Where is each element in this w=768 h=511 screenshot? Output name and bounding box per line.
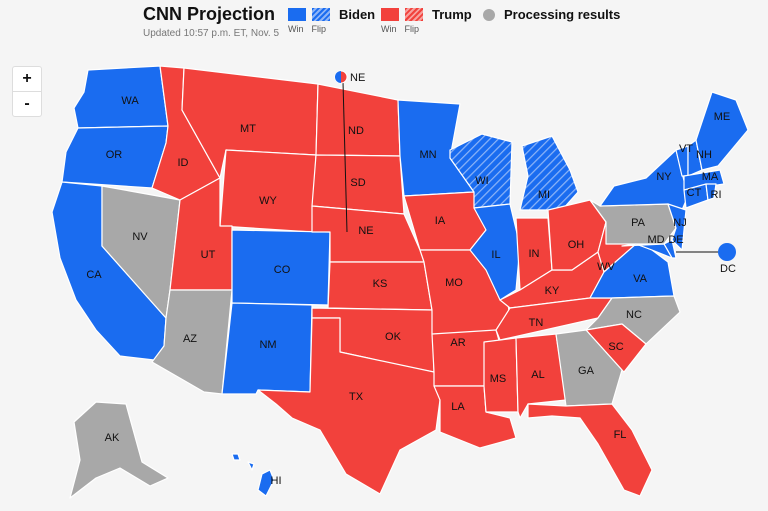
legend-biden-flip: Flip: [311, 24, 327, 34]
state-label-ak: AK: [105, 432, 120, 444]
ne-callout-line: [342, 81, 348, 233]
state-label-ma: MA: [702, 171, 719, 183]
state-label-ct: CT: [687, 187, 702, 199]
state-hi[interactable]: [231, 453, 275, 497]
state-label-md: MD: [647, 234, 664, 246]
state-label-wy: WY: [259, 195, 277, 207]
legend-biden: Biden Win Flip: [288, 7, 375, 34]
zoom-control: + -: [12, 66, 42, 117]
state-label-ia: IA: [435, 215, 446, 227]
zoom-in-button[interactable]: +: [22, 70, 32, 87]
state-ga[interactable]: [555, 329, 623, 407]
zoom-out-button[interactable]: -: [13, 91, 41, 116]
state-label-ks: KS: [373, 278, 388, 290]
biden-flip-swatch: [312, 8, 330, 21]
state-tx[interactable]: [257, 317, 441, 495]
state-ak[interactable]: [69, 401, 169, 499]
state-ny[interactable]: [599, 149, 689, 211]
state-label-wa: WA: [121, 95, 139, 107]
state-label-hi: HI: [271, 475, 282, 487]
state-ri[interactable]: [705, 183, 717, 201]
state-label-nh: NH: [696, 149, 712, 161]
dc-callout-dot: [718, 243, 736, 261]
ne-callout-dot-biden: [335, 71, 341, 83]
state-mi[interactable]: [519, 135, 579, 211]
legend-biden-win: Win: [288, 24, 304, 34]
map-title: CNN Projection: [143, 4, 276, 24]
state-label-sc: SC: [608, 341, 623, 353]
updated-timestamp: Updated 10:57 p.m. ET, Nov. 5: [143, 28, 280, 39]
biden-win-swatch: [288, 8, 306, 21]
state-label-wv: WV: [597, 261, 615, 273]
state-label-wi: WI: [475, 175, 488, 187]
state-az[interactable]: [151, 289, 233, 395]
state-label-tx: TX: [349, 391, 364, 403]
state-label-me: ME: [714, 111, 731, 123]
state-label-nj: NJ: [673, 217, 686, 229]
trump-win-swatch: [381, 8, 399, 21]
legend-processing-label: Processing results: [504, 7, 621, 22]
state-me[interactable]: [695, 91, 749, 171]
state-label-va: VA: [633, 273, 648, 285]
state-label-ca: CA: [86, 269, 102, 281]
legend-trump: Trump Win Flip: [381, 7, 472, 34]
legend-trump-flip: Flip: [404, 24, 420, 34]
state-label-il: IL: [491, 249, 500, 261]
legend-trump-win: Win: [381, 24, 397, 34]
state-label-mn: MN: [419, 149, 436, 161]
state-label-ar: AR: [450, 337, 465, 349]
state-label-ne: NE: [358, 225, 373, 237]
legend-trump-label: Trump: [432, 7, 472, 22]
state-label-tn: TN: [529, 317, 544, 329]
trump-flip-swatch: [405, 8, 423, 21]
state-label-pa: PA: [631, 217, 646, 229]
state-label-ut: UT: [201, 249, 216, 261]
state-label-or: OR: [106, 149, 123, 161]
dc-callout-label: DC: [720, 263, 736, 275]
state-fl[interactable]: [527, 403, 653, 497]
legend-biden-label: Biden: [339, 7, 376, 22]
state-label-mt: MT: [240, 123, 256, 135]
state-label-ky: KY: [545, 285, 560, 297]
state-label-vt: VT: [679, 143, 693, 155]
state-label-az: AZ: [183, 333, 197, 345]
state-ms[interactable]: [483, 337, 519, 413]
state-label-nv: NV: [132, 231, 148, 243]
state-nj[interactable]: [667, 203, 687, 251]
state-label-nd: ND: [348, 125, 364, 137]
state-label-de: DE: [668, 234, 683, 246]
state-wy[interactable]: [219, 149, 317, 233]
state-label-fl: FL: [614, 429, 627, 441]
state-label-nm: NM: [259, 339, 276, 351]
state-label-la: LA: [451, 401, 465, 413]
state-label-ri: RI: [711, 189, 722, 201]
state-label-sd: SD: [350, 177, 365, 189]
state-label-mi: MI: [538, 189, 550, 201]
state-label-id: ID: [178, 157, 189, 169]
state-label-nc: NC: [626, 309, 642, 321]
state-md[interactable]: [621, 243, 673, 259]
legend-processing: Processing results: [483, 7, 620, 22]
state-label-ny: NY: [656, 171, 672, 183]
state-label-ms: MS: [490, 373, 507, 385]
state-label-co: CO: [274, 264, 291, 276]
state-label-mo: MO: [445, 277, 463, 289]
ne-callout-label: NE: [350, 72, 365, 84]
state-label-oh: OH: [568, 239, 585, 251]
state-label-ok: OK: [385, 331, 402, 343]
state-label-in: IN: [529, 248, 540, 260]
state-label-ga: GA: [578, 365, 595, 377]
state-nd[interactable]: [315, 83, 401, 157]
processing-dot-icon: [483, 8, 495, 21]
state-label-al: AL: [531, 369, 544, 381]
